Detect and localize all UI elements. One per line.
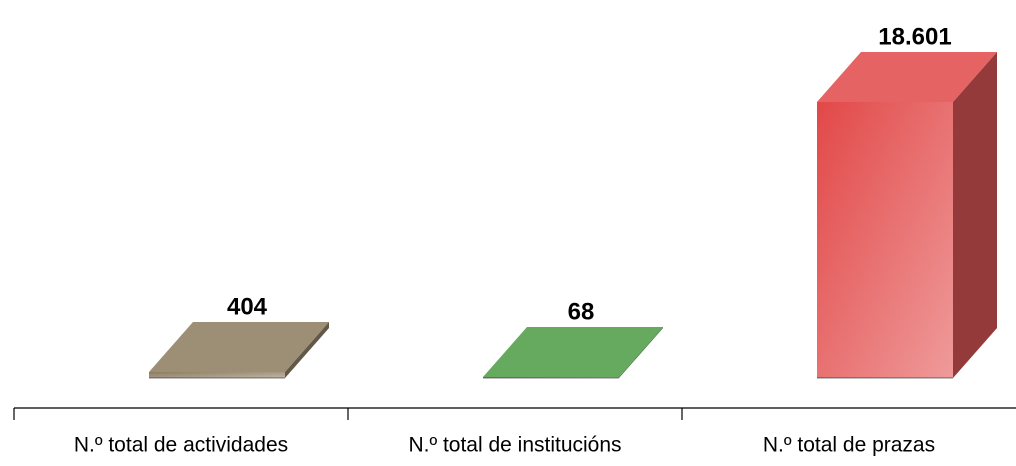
bar-side: [285, 322, 329, 378]
bar: [483, 326, 663, 379]
bar-front: [149, 372, 285, 378]
bar: [149, 322, 329, 379]
bar-side-shade: [953, 52, 997, 378]
x-tick-label: N.º total de prazas: [763, 434, 935, 457]
bar-side-shade: [285, 322, 329, 378]
bar: [817, 52, 997, 379]
bar-top: [149, 322, 329, 373]
bar-top-shade: [817, 52, 997, 102]
bar-side: [953, 52, 997, 378]
x-tick-label: N.º total de institucións: [408, 434, 621, 457]
value-label: 68: [568, 298, 595, 325]
bar-front: [817, 102, 953, 378]
bar-front: [483, 376, 619, 378]
x-tick-label: N.º total de actividades: [74, 434, 288, 457]
value-label: 404: [227, 293, 268, 320]
bar-top-shade: [149, 322, 329, 373]
bar-side-shade: [619, 326, 663, 378]
value-label: 18.601: [878, 23, 951, 50]
bar-top-shade: [483, 326, 663, 377]
bar-top: [817, 52, 997, 102]
bar-top: [483, 326, 663, 377]
bar-side: [619, 326, 663, 378]
